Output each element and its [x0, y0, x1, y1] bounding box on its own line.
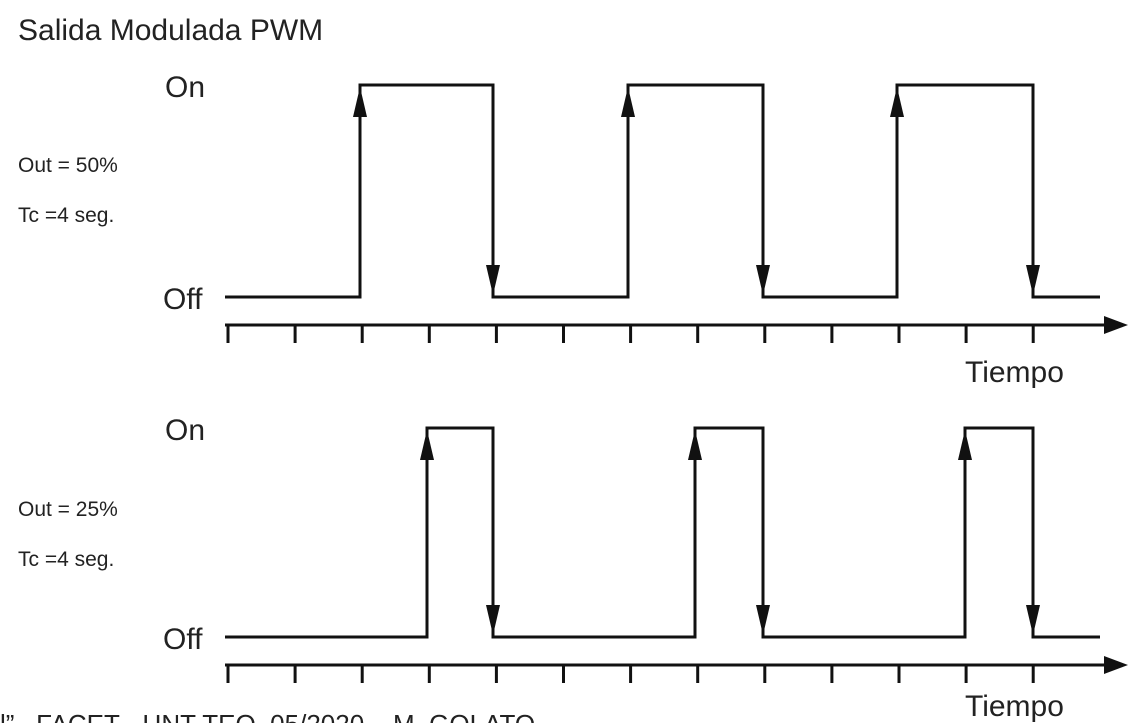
fall-arrow	[486, 265, 500, 295]
rise-arrow	[958, 430, 972, 460]
fall-arrow	[1026, 265, 1040, 295]
rise-arrow	[420, 430, 434, 460]
axis-arrow	[1104, 656, 1128, 674]
rise-arrow	[621, 87, 635, 117]
waveform	[225, 426, 1100, 639]
axis-arrow	[1104, 316, 1128, 334]
rise-arrow	[890, 87, 904, 117]
tc-label: Tc =4 seg.	[18, 548, 114, 571]
fall-arrow	[486, 605, 500, 635]
tc-label: Tc =4 seg.	[18, 204, 114, 227]
footer: l”– FACET - UNT TEO_05/2020 – M. GOLATO	[0, 709, 535, 723]
out-label: Out = 50%	[18, 154, 118, 177]
off-label: Off	[163, 283, 203, 316]
rise-arrow	[688, 430, 702, 460]
rise-arrow	[353, 87, 367, 117]
waveform	[225, 83, 1100, 299]
on-label: On	[165, 71, 205, 104]
out-label: Out = 25%	[18, 498, 118, 521]
axis-label: Tiempo	[965, 356, 1064, 389]
axis-label: Tiempo	[965, 690, 1064, 723]
title: Salida Modulada PWM	[18, 14, 323, 47]
fall-arrow	[1026, 605, 1040, 635]
fall-arrow	[756, 605, 770, 635]
off-label: Off	[163, 623, 203, 656]
fall-arrow	[756, 265, 770, 295]
on-label: On	[165, 414, 205, 447]
